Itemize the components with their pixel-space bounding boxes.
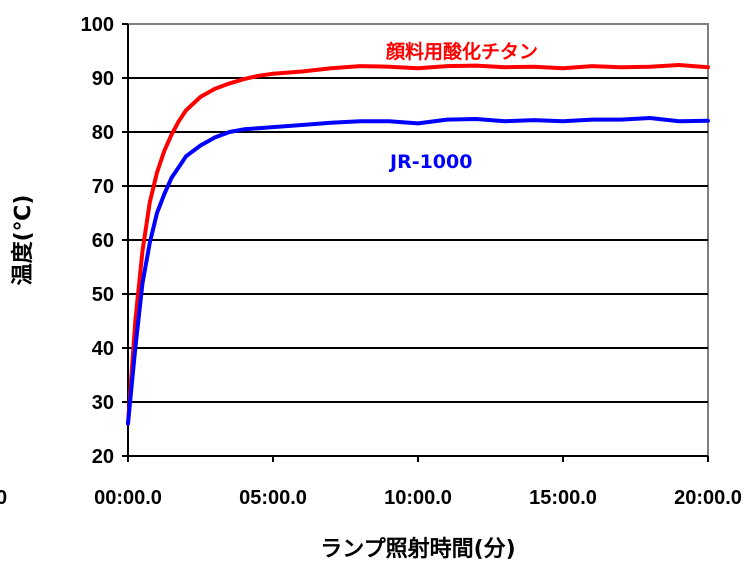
y-tick-label-40: 40 [92, 338, 114, 360]
y-tick-label-70: 70 [92, 176, 114, 198]
series-line-0 [126, 63, 710, 426]
series-lines [126, 63, 710, 426]
y-tick-label-100: 100 [81, 14, 114, 36]
x-axis-ticks: 00:00.0 05:00.0 10:00.0 15:00.0 20:00.0 [94, 456, 742, 509]
y-tick-label-50: 50 [92, 284, 114, 306]
x-axis-title: ランプ照射時間(分) [320, 536, 515, 562]
y-tick-label-90: 90 [92, 68, 114, 90]
y-axis-ticks: 20 30 40 50 60 70 80 90 100 [81, 14, 128, 468]
x-tick-label-3: 15:00.0 [529, 487, 597, 509]
x-tick-label-1: 05:00.0 [239, 487, 307, 509]
x-tick-label-4: 20:00.0 [674, 487, 742, 509]
x-tick-label-0: 00:00.0 [94, 487, 162, 509]
series-line-1 [126, 116, 710, 426]
y-tick-label-30: 30 [92, 392, 114, 414]
left-edge-fragment: 0 [0, 487, 7, 509]
gridlines [128, 77, 708, 403]
x-tick-label-2: 10:00.0 [384, 487, 452, 509]
y-tick-label-20: 20 [92, 446, 114, 468]
y-tick-label-80: 80 [92, 122, 114, 144]
y-axis-title: 温度(℃) [10, 195, 36, 286]
series-label-jr-1000: JR-1000 [388, 151, 472, 173]
y-tick-label-60: 60 [92, 230, 114, 252]
series-label-pigment-titanium: 顔料用酸化チタン [385, 40, 538, 63]
